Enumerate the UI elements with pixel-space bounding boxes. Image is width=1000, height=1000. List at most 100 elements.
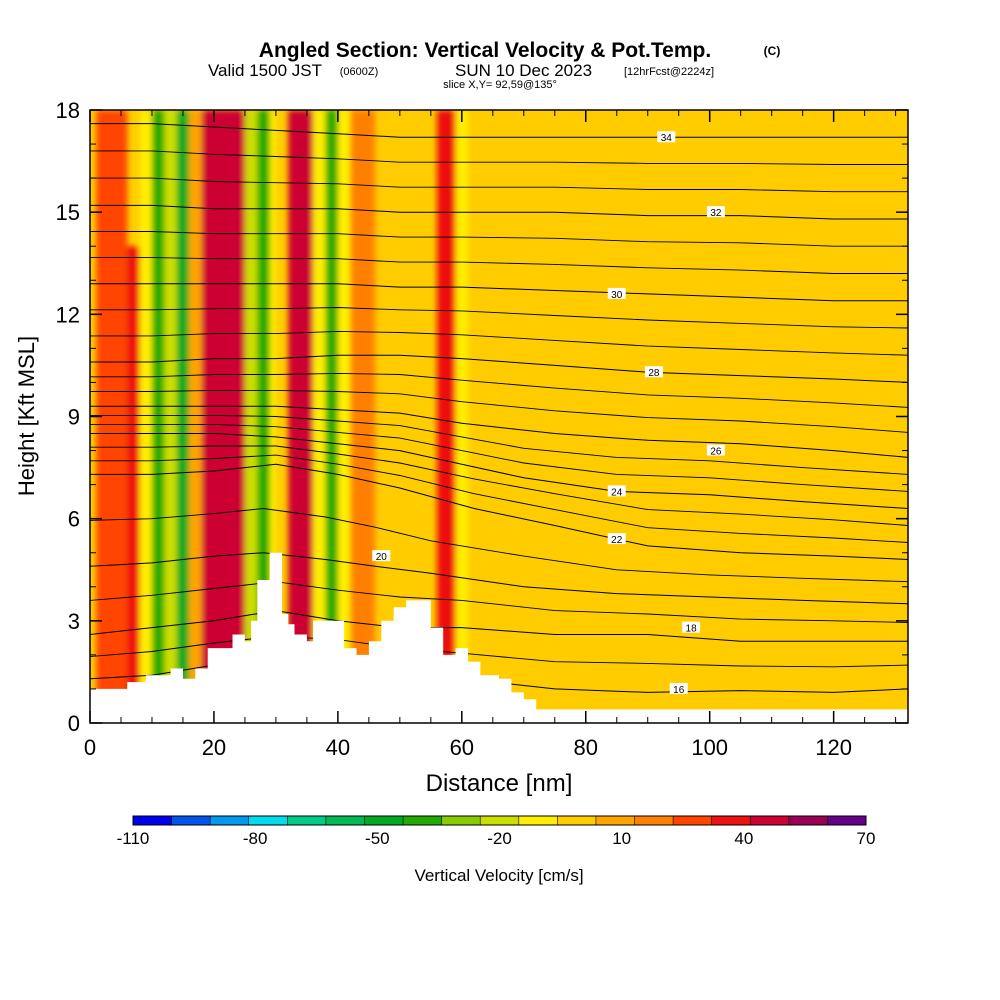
colorbar: -110 -80 -50 -20 10 40 70 <box>117 815 876 848</box>
velocity-band <box>176 110 190 723</box>
x-tick-label: 60 <box>450 735 474 760</box>
x-tick-label: 80 <box>574 735 598 760</box>
velocity-field <box>96 110 469 723</box>
colorbar-swatch <box>673 816 713 825</box>
colorbar-tick-label: 40 <box>734 829 753 848</box>
y-tick-label: 6 <box>68 507 80 532</box>
velocity-band <box>337 110 351 723</box>
contour-label-bg <box>607 287 626 299</box>
theta-contour-line <box>90 414 908 475</box>
x-axis-label: Distance [nm] <box>426 770 573 797</box>
subtitle-utc: (0600Z) <box>340 66 379 78</box>
theta-contour-line <box>90 123 908 138</box>
theta-contour-line <box>90 257 908 274</box>
contour-label: 24 <box>611 487 623 498</box>
colorbar-swatch <box>325 816 365 825</box>
contour-label-bg <box>706 444 725 456</box>
contour-label: 34 <box>661 133 673 144</box>
colorbar-tick-label: -80 <box>243 829 268 848</box>
x-tick-label: 120 <box>815 735 852 760</box>
velocity-band <box>127 246 140 723</box>
y-tick-label: 18 <box>56 98 80 123</box>
velocity-band <box>437 110 456 723</box>
colorbar-tick-label: 70 <box>857 829 876 848</box>
y-tick-label: 12 <box>56 302 80 327</box>
colorbar-swatch <box>287 816 327 825</box>
theta-contour-line <box>90 231 908 247</box>
theta-contour-line <box>90 330 908 356</box>
contour-label: 20 <box>376 552 388 563</box>
y-tick-label: 0 <box>68 711 80 736</box>
subtitle-forecast: [12hrFcst@2224z] <box>624 66 714 78</box>
contour-label-bg <box>607 485 626 497</box>
colorbar-swatch <box>480 816 520 825</box>
colorbar-swatch <box>210 816 250 825</box>
theta-contour-line <box>90 463 908 560</box>
contour-label: 32 <box>710 208 722 219</box>
subtitle-prefix: Valid 1500 JST <box>208 61 322 80</box>
colorbar-swatch <box>441 816 481 825</box>
theta-contour-line <box>90 508 908 583</box>
colorbar-tick-label: 10 <box>612 829 631 848</box>
contour-label-bg <box>372 550 391 562</box>
colorbar-tick-label: -110 <box>117 829 150 848</box>
velocity-band <box>151 110 165 723</box>
colorbar-swatch <box>171 816 211 825</box>
velocity-band <box>189 110 202 723</box>
x-tick-label: 40 <box>326 735 350 760</box>
theta-contours: 16 18 20 22 24 26 28 30 32 34 <box>90 123 908 696</box>
terrain-mask <box>90 552 908 723</box>
contour-label-bg <box>644 366 663 378</box>
y-axis-label: Height [Kft MSL] <box>14 336 39 496</box>
plot-area: 16 18 20 22 24 26 28 30 32 34 <box>90 110 908 723</box>
colorbar-swatch <box>595 816 636 825</box>
colorbar-swatch <box>248 816 288 825</box>
theta-contour-line <box>90 454 908 543</box>
contour-label: 26 <box>710 447 722 458</box>
colorbar-tick-label: -50 <box>365 829 390 848</box>
terrain <box>90 552 908 723</box>
theta-contour-line <box>90 204 908 220</box>
velocity-band <box>201 110 245 723</box>
theta-contour-line <box>90 445 908 526</box>
colorbar-swatch <box>557 816 597 825</box>
theta-contour-line <box>90 354 908 383</box>
colorbar-tick-label: -20 <box>487 829 512 848</box>
colorbar-label: Vertical Velocity [cm/s] <box>414 866 583 885</box>
subtitle-date: SUN 10 Dec 2023 <box>455 61 592 80</box>
theta-contour-line <box>90 389 908 433</box>
velocity-band <box>288 110 314 723</box>
colorbar-swatch <box>750 816 790 825</box>
colorbar-frame <box>132 815 867 826</box>
theta-contour-line <box>90 283 908 302</box>
colorbar-swatch <box>518 816 558 825</box>
velocity-band <box>139 110 152 723</box>
theta-contour-line <box>90 423 908 492</box>
velocity-band <box>325 110 338 723</box>
contour-label-bg <box>682 621 701 633</box>
theta-contour-line <box>90 405 908 458</box>
y-tick-label: 3 <box>68 609 80 634</box>
colorbar-swatch <box>403 816 443 825</box>
theta-contour-line <box>90 372 908 408</box>
chart-title-unit: (C) <box>764 44 781 58</box>
contour-label-bg <box>669 682 688 694</box>
contour-label: 22 <box>611 535 623 546</box>
colorbar-swatch <box>711 816 751 825</box>
velocity-band <box>313 110 326 723</box>
x-tick-label: 0 <box>84 735 96 760</box>
theta-contour-line <box>90 177 908 193</box>
theta-contour-line <box>90 552 908 605</box>
slice-label: slice X,Y= 92,59@135° <box>443 79 557 91</box>
colorbar-swatch <box>788 816 828 825</box>
chart-subtitle: Valid 1500 JST (0600Z) SUN 10 Dec 2023 [… <box>208 61 714 80</box>
theta-contour-line <box>90 307 908 329</box>
chart-title: Angled Section: Vertical Velocity & Pot.… <box>259 39 711 62</box>
contour-label: 16 <box>673 685 685 696</box>
theta-contour-line <box>90 433 908 509</box>
theta-contour-line <box>90 150 908 165</box>
y-tick-label: 9 <box>68 405 80 430</box>
colorbar-swatch <box>364 816 404 825</box>
contour-label-bg <box>607 533 626 545</box>
